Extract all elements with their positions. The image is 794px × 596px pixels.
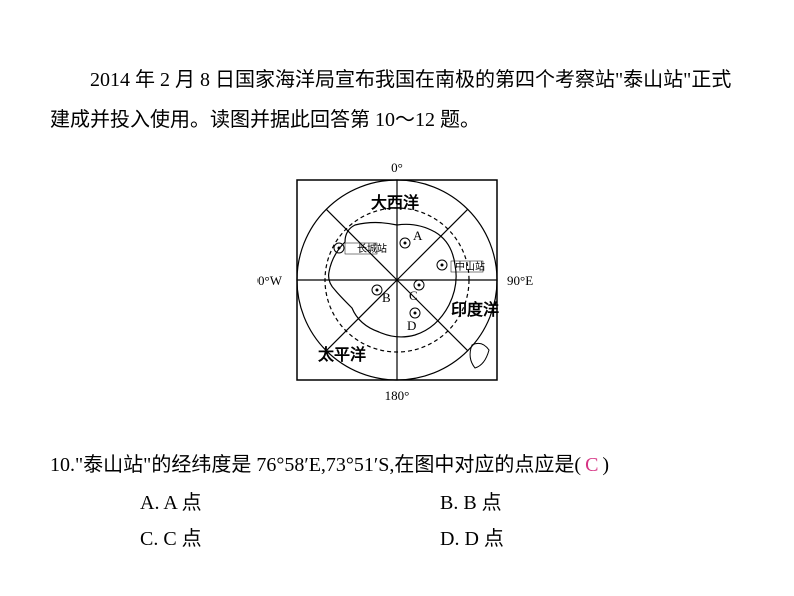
option-row-2: C. C 点 D. D 点 [140, 521, 744, 557]
label-0-degree: 0° [391, 160, 403, 175]
label-zhongshan: 中山站 [455, 260, 485, 273]
map-figure: 0° 90°W 90°E 180° 大西洋 太平洋 印度洋 长城站 中山站 A … [50, 150, 744, 425]
station-markers [334, 238, 447, 318]
option-b: B. B 点 [440, 485, 744, 521]
label-indian: 印度洋 [451, 300, 499, 319]
options-container: A. A 点 B. B 点 C. C 点 D. D 点 [50, 485, 744, 557]
question-number: 10. [50, 445, 75, 485]
label-pacific: 太平洋 [317, 345, 366, 364]
antarctic-map-svg: 0° 90°W 90°E 180° 大西洋 太平洋 印度洋 长城站 中山站 A … [257, 150, 537, 420]
question-10: 10. "泰山站"的经纬度是 76°58′E,73°51′S,在图中对应的点应是… [50, 445, 744, 485]
option-d: D. D 点 [440, 521, 744, 557]
label-point-b: B [382, 290, 391, 305]
question-text-before: "泰山站"的经纬度是 76°58′E,73°51′S,在图中对应的点应是( [75, 445, 581, 485]
label-180-degree: 180° [385, 388, 410, 403]
label-atlantic: 大西洋 [371, 193, 419, 212]
label-changcheng: 长城站 [357, 242, 387, 255]
option-a: A. A 点 [140, 485, 440, 521]
answer-letter: C [585, 445, 598, 485]
island [470, 343, 489, 368]
intro-paragraph: 2014 年 2 月 8 日国家海洋局宣布我国在南极的第四个考察站"泰山站"正式… [50, 60, 744, 140]
label-90e: 90°E [507, 273, 533, 288]
option-row-1: A. A 点 B. B 点 [140, 485, 744, 521]
option-c: C. C 点 [140, 521, 440, 557]
question-text-after: ) [602, 445, 609, 485]
label-point-d: D [407, 318, 416, 333]
label-point-c: C [409, 288, 418, 303]
label-point-a: A [413, 228, 423, 243]
label-90w: 90°W [257, 273, 283, 288]
